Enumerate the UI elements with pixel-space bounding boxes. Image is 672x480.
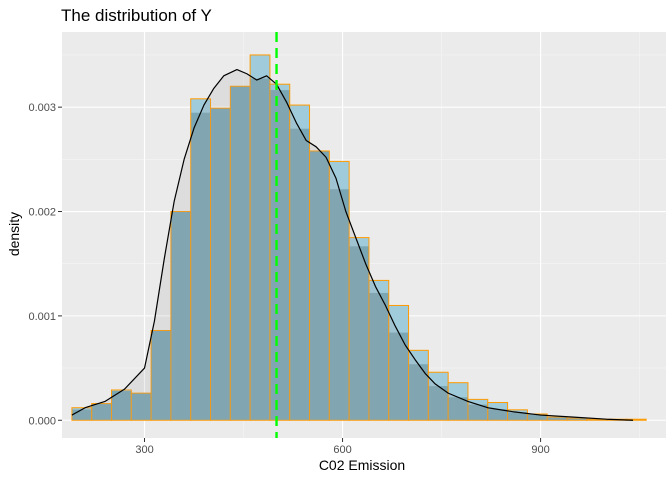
y-axis-title: density	[6, 212, 22, 256]
density-curve-layer	[71, 68, 634, 421]
histogram-bar	[210, 107, 231, 421]
histogram-bar	[427, 371, 449, 421]
histogram-bar-fill	[210, 108, 231, 421]
histogram-bar	[249, 54, 271, 421]
histogram-bar-fill	[487, 409, 508, 421]
histogram-bar-fill	[71, 409, 92, 421]
axes: 300 600 900 0.000 0.001 0.002 0.003	[28, 102, 549, 456]
histogram-bars	[71, 54, 647, 421]
histogram-bar-fill	[428, 386, 449, 421]
histogram-bar-fill	[349, 246, 369, 421]
histogram-bar-fill	[467, 404, 488, 421]
histogram-bar-fill-upper	[626, 419, 647, 421]
y-tick-label: 0.003	[28, 102, 56, 114]
histogram-bar-fill	[527, 414, 548, 421]
histogram-bar-fill	[566, 418, 587, 421]
histogram-bar	[348, 237, 370, 421]
histogram-bar-fill	[507, 412, 528, 421]
histogram-bar-fill	[547, 417, 567, 421]
y-tick-label: 0.002	[28, 207, 56, 219]
histogram-bar	[229, 85, 251, 421]
chart-title: The distribution of Y	[61, 6, 212, 25]
histogram-bar	[269, 83, 291, 421]
histogram-bar	[467, 398, 489, 421]
histogram-bar-fill	[190, 112, 211, 421]
histogram-bar-fill	[230, 86, 251, 421]
density-area	[71, 69, 633, 421]
histogram-bar-fill	[91, 403, 112, 421]
histogram-bar-fill	[309, 150, 330, 421]
histogram-bar	[170, 211, 192, 421]
histogram-bar	[91, 403, 113, 421]
histogram-bar-fill	[131, 393, 152, 421]
x-tick-label: 300	[135, 444, 153, 456]
density-curve	[71, 68, 634, 421]
histogram-bar	[408, 349, 429, 421]
histogram-bar	[190, 98, 212, 421]
histogram-bar-fill	[408, 364, 429, 421]
histogram-bar	[388, 304, 410, 421]
histogram-bar	[309, 150, 330, 421]
histogram-bar-fill	[586, 419, 607, 421]
histogram-bar	[447, 382, 469, 421]
histogram-bar	[150, 329, 172, 421]
histogram-bar	[130, 392, 152, 421]
histogram-bar	[328, 160, 350, 421]
histogram-bar-fill	[250, 78, 270, 421]
x-axis-title: C02 Emission	[319, 457, 405, 473]
x-tick-label: 900	[531, 444, 549, 456]
histogram-bar-fill	[329, 189, 350, 421]
histogram-bar-fill	[368, 292, 389, 421]
histogram-bar-fill	[388, 332, 409, 421]
x-tick-label: 600	[333, 444, 351, 456]
histogram-bar-fill	[151, 330, 171, 421]
histogram-bar-fill	[289, 128, 310, 421]
histogram-bar-fill	[170, 211, 191, 421]
histogram-bar-fill	[269, 90, 290, 421]
histogram-bar-fill	[111, 391, 132, 421]
y-tick-label: 0.000	[28, 415, 56, 427]
histogram-bar-fill	[448, 397, 468, 421]
y-tick-label: 0.001	[28, 311, 56, 323]
histogram-bar	[368, 279, 390, 421]
histogram-bar	[289, 104, 311, 421]
